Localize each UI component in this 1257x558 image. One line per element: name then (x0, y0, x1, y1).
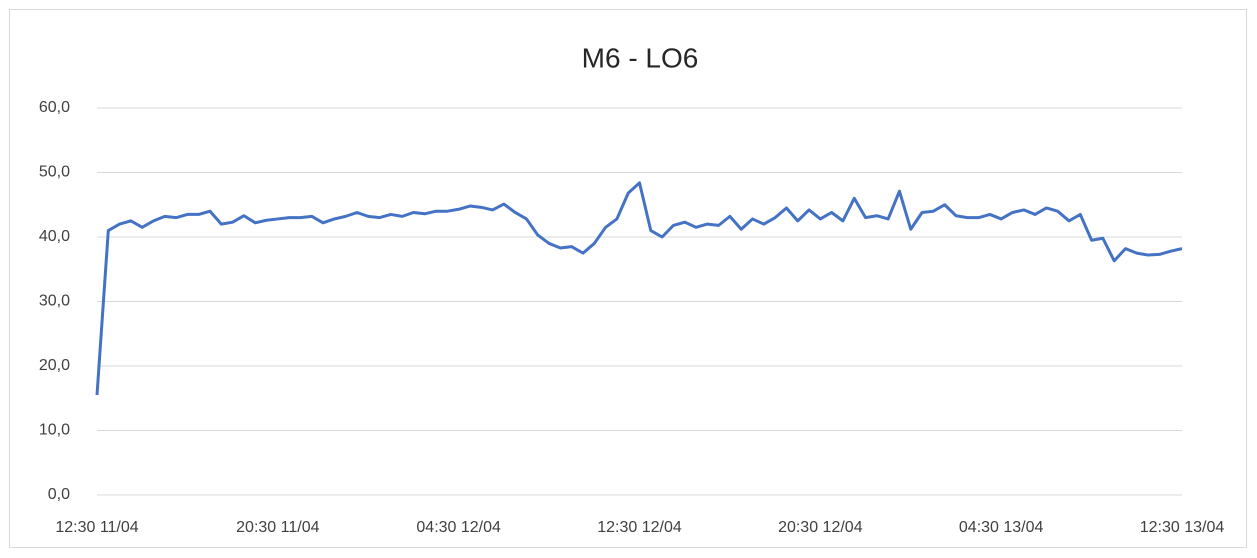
chart-title: M6 - LO6 (582, 42, 699, 73)
y-tick-label: 60,0 (39, 99, 70, 116)
y-tick-label: 30,0 (39, 293, 70, 310)
x-tick-label: 12:30 12/04 (597, 519, 682, 536)
chart-border (9, 9, 1247, 548)
x-tick-label: 12:30 13/04 (1140, 519, 1225, 536)
y-tick-label: 0,0 (48, 486, 70, 503)
x-tick-label: 20:30 12/04 (778, 519, 863, 536)
x-tick-label: 12:30 11/04 (55, 519, 138, 536)
x-tick-label: 04:30 13/04 (959, 519, 1044, 536)
y-tick-label: 50,0 (39, 164, 70, 181)
x-tick-label: 20:30 11/04 (236, 519, 319, 536)
y-tick-label: 40,0 (39, 228, 70, 245)
y-tick-label: 10,0 (39, 422, 70, 439)
y-tick-label: 20,0 (39, 357, 70, 374)
x-tick-label: 04:30 12/04 (416, 519, 501, 536)
data-line (95, 181, 1183, 396)
